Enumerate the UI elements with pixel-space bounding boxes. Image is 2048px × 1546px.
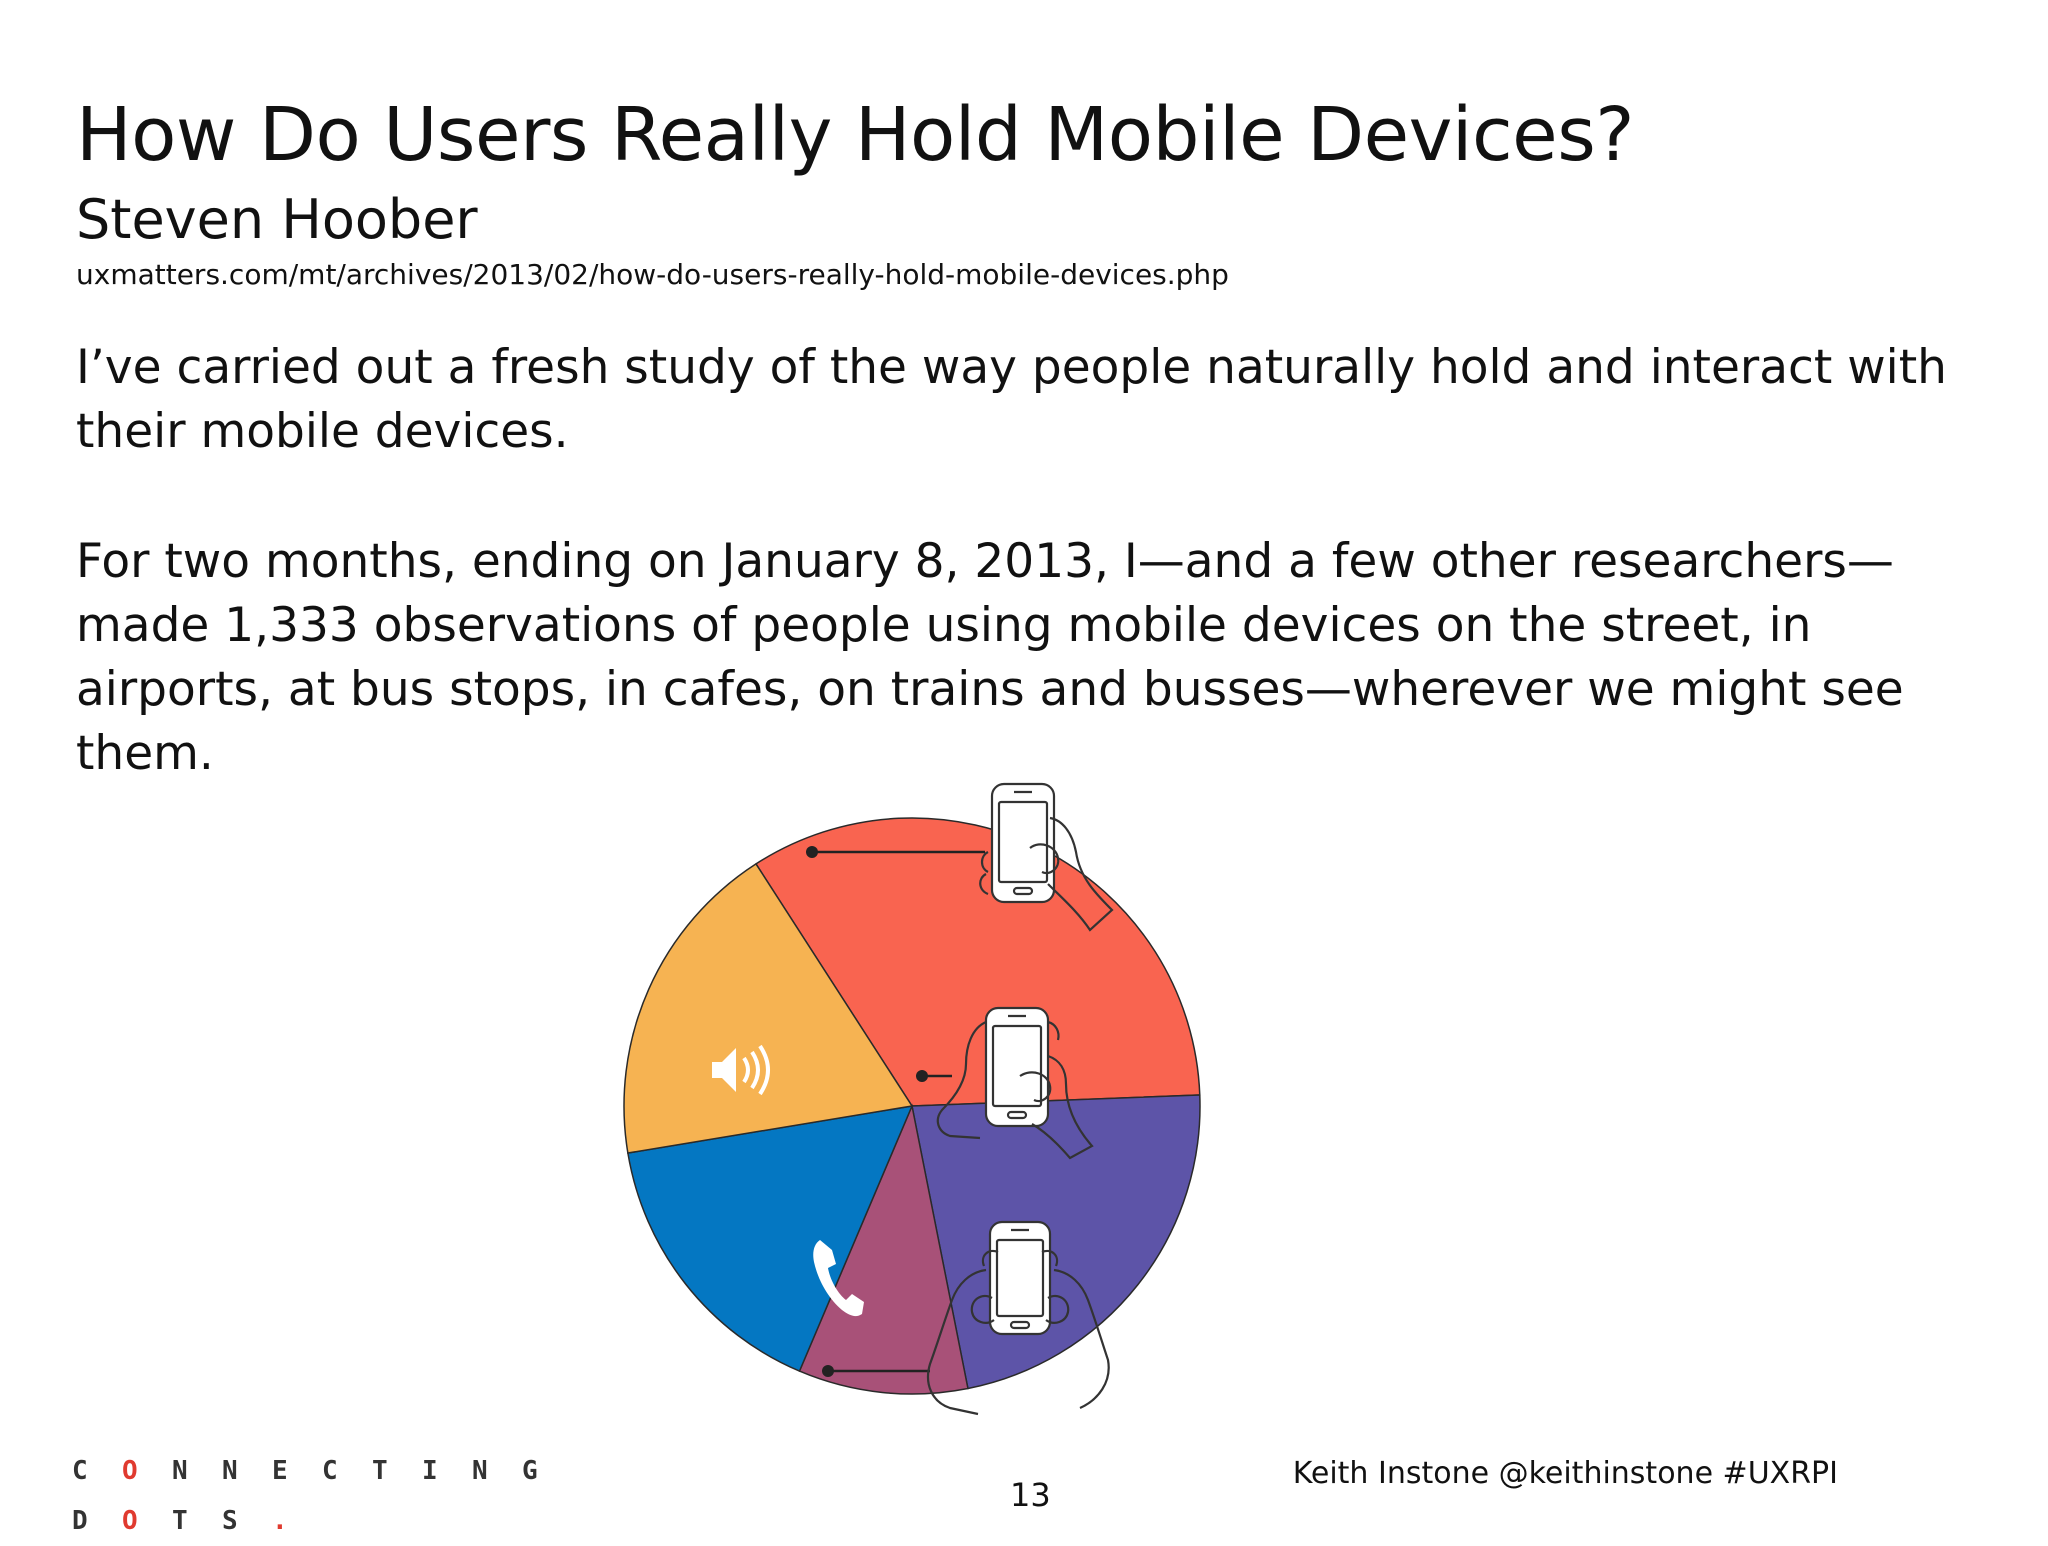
logo-letter: N — [222, 1456, 238, 1486]
logo-letter: D — [72, 1506, 88, 1536]
callout-line-cradled — [916, 1070, 952, 1082]
pie-slice-3 — [798, 1103, 969, 1395]
page-number: 13 — [1010, 1476, 1051, 1514]
connecting-dots-logo: C O N N E C T I N G D O T S. — [72, 1446, 572, 1546]
logo-letter: I — [422, 1456, 438, 1486]
two-hand-phone-icon — [926, 1220, 1110, 1416]
one-hand-phone-icon — [979, 782, 1114, 932]
quote-paragraph-1: I’ve carried out a fresh study of the wa… — [76, 340, 1947, 459]
pie-chart — [623, 782, 1201, 1416]
logo-letter: S — [222, 1506, 238, 1536]
logo-letter: . — [272, 1506, 288, 1536]
footer-credit: Keith Instone @keithinstone #UXRPI — [1292, 1456, 1838, 1491]
speaker-icon — [712, 1044, 770, 1096]
pie-slice-4 — [627, 1105, 914, 1373]
callout-line-two-handed — [822, 1365, 930, 1377]
logo-row-2: D O T S. — [72, 1496, 572, 1546]
logo-letter: N — [172, 1456, 188, 1486]
logo-letter: O — [122, 1506, 138, 1536]
grip-figure — [600, 760, 1500, 1460]
logo-letter: G — [522, 1456, 538, 1486]
logo-letter: T — [172, 1506, 188, 1536]
source-url[interactable]: uxmatters.com/mt/archives/2013/02/how-do… — [76, 258, 1229, 291]
logo-letter: T — [372, 1456, 388, 1486]
pie-slices — [623, 817, 1201, 1395]
author-name: Steven Hoober — [76, 188, 478, 251]
logo-letter: O — [122, 1456, 138, 1486]
logo-letter: N — [472, 1456, 488, 1486]
callout-line-one-handed — [806, 846, 985, 858]
logo-letter: C — [72, 1456, 88, 1486]
logo-letter: E — [272, 1456, 288, 1486]
quote-paragraph-2: For two months, ending on January 8, 201… — [76, 534, 1904, 781]
phone-icon — [813, 1240, 864, 1317]
slide-title: How Do Users Really Hold Mobile Devices? — [76, 92, 1635, 178]
logo-letter: C — [322, 1456, 338, 1486]
pie-slice-5 — [623, 862, 914, 1154]
cradled-phone-icon — [936, 1006, 1094, 1160]
pie-slice-2 — [911, 1094, 1201, 1390]
